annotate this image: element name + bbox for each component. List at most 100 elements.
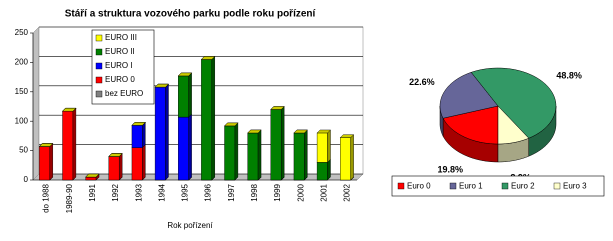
bar-top <box>154 83 169 88</box>
bar-side <box>165 83 169 181</box>
bar-segment <box>270 106 285 110</box>
bar-segment <box>177 113 193 181</box>
bar-segment <box>62 108 77 112</box>
bar-front <box>131 147 143 181</box>
bar-front <box>178 116 189 181</box>
bar-segment <box>200 56 216 60</box>
bar-side <box>188 72 192 118</box>
bar-front <box>270 109 282 181</box>
legend-box <box>91 29 155 105</box>
bar-segment <box>62 107 77 181</box>
bar-front <box>247 132 259 181</box>
x-tick-label: 1995 <box>181 183 190 201</box>
bar-front <box>62 111 74 181</box>
legend-swatch <box>95 62 103 70</box>
bar-segment <box>85 173 100 178</box>
bar-segment <box>38 143 54 147</box>
bar-segment <box>131 144 146 181</box>
bar-front <box>201 59 212 181</box>
pie-value-label: 48.8% <box>556 71 582 81</box>
y-tick-label: 100 <box>15 116 29 125</box>
bar-segment <box>293 129 308 134</box>
bar-front <box>316 132 328 163</box>
bar-front <box>293 132 305 181</box>
bar-side <box>281 105 285 181</box>
y-tick-label: 200 <box>15 58 29 67</box>
bar-top <box>224 122 239 127</box>
legend-swatch <box>95 48 103 56</box>
bar-side <box>188 113 192 181</box>
bar-side <box>234 122 239 181</box>
legend-label: EURO 0 <box>105 75 135 84</box>
x-tick-label: 1994 <box>157 183 166 201</box>
bar-top <box>270 106 285 110</box>
bar-side <box>142 144 146 181</box>
x-tick-label: 1989-90 <box>65 183 74 213</box>
bar-front <box>131 125 143 148</box>
y-tick-label: 50 <box>19 146 28 155</box>
bar-segment <box>339 134 355 181</box>
x-tick-label: 1993 <box>134 183 143 201</box>
pie-value-label: 19.8% <box>437 165 463 175</box>
bar-segment <box>293 129 308 181</box>
bar-side <box>350 134 354 181</box>
pie-slice <box>497 105 530 145</box>
bar-segment <box>108 152 123 181</box>
bar-segment <box>154 83 169 181</box>
bar-side <box>49 143 53 181</box>
x-tick-label: 1999 <box>273 183 282 201</box>
bar-front <box>340 137 351 181</box>
pie-value-label: 22.6% <box>409 77 435 87</box>
y-tick-label: 250 <box>15 28 29 37</box>
legend-swatch <box>397 182 405 190</box>
bar-front <box>108 156 120 181</box>
pie-slice <box>470 67 557 139</box>
bar-segment <box>108 153 123 157</box>
legend-swatch <box>95 34 103 42</box>
legend-swatch <box>553 182 561 190</box>
legend-swatch <box>449 182 457 190</box>
bar-front <box>316 162 328 181</box>
x-tick-label: 1997 <box>227 183 236 201</box>
bar-top <box>200 56 216 60</box>
bar-front <box>224 125 236 181</box>
x-tick-label: 2002 <box>343 183 352 201</box>
y-tick-label: 0 <box>24 175 29 184</box>
legend-label: Euro 1 <box>459 182 483 191</box>
bar-front <box>178 75 189 118</box>
bar-segment <box>131 122 146 126</box>
plot-area <box>38 26 364 175</box>
bar-side <box>327 129 331 163</box>
bar-side <box>142 121 146 149</box>
legend-label: EURO II <box>105 47 135 56</box>
bar-side <box>72 107 77 181</box>
bar-top <box>177 72 193 77</box>
y-tick-label: 150 <box>15 87 29 96</box>
legend-label: Euro 3 <box>563 182 587 191</box>
bar-top <box>316 129 331 134</box>
bar-segment <box>177 72 193 118</box>
legend-label: Euro 0 <box>407 182 431 191</box>
bar-top <box>339 134 355 138</box>
bar-segment <box>131 121 146 149</box>
bar-segment <box>247 129 262 181</box>
legend-swatch <box>501 182 509 190</box>
bar-segment <box>38 143 54 181</box>
legend-label: EURO I <box>105 61 133 70</box>
bar-side <box>327 158 331 181</box>
bar-side <box>211 55 215 181</box>
bar-segment <box>224 122 239 181</box>
pie-slice <box>442 105 499 145</box>
bar-front <box>154 86 166 181</box>
pie-slice <box>439 72 499 119</box>
bar-side <box>119 152 123 181</box>
bar-top <box>131 122 146 126</box>
bar-top <box>293 129 308 134</box>
chart-title: Stáří a struktura vozového parku podle r… <box>65 9 317 20</box>
bar-segment <box>247 129 262 134</box>
bar-top <box>247 129 262 134</box>
legend-box <box>391 175 605 197</box>
x-tick-label: do 1988 <box>42 183 51 212</box>
bar-front <box>85 176 97 181</box>
